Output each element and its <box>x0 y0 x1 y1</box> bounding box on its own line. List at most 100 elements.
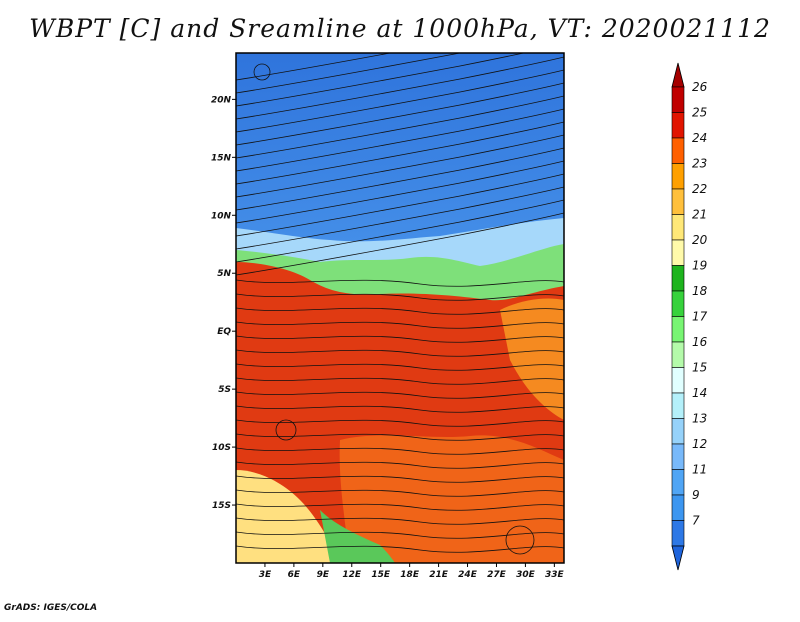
lat-tick-label: EQ <box>217 327 231 337</box>
streamline <box>236 321 564 329</box>
lat-tick-label: 15S <box>212 501 231 511</box>
streamline <box>236 517 564 525</box>
streamline <box>236 69 564 133</box>
colorbar: 26 25 24 23 22 21 20 19 18 17 16 15 14 13 12 11 9 7 <box>671 62 708 571</box>
yellow-region-southwest <box>236 470 340 563</box>
streamline <box>236 293 564 301</box>
colorbar-label: 13 <box>692 412 707 426</box>
orange-region-east <box>500 298 564 420</box>
streamline <box>236 147 564 211</box>
colorbar-top-arrow <box>671 62 685 88</box>
lat-tick-label: 15N <box>211 153 232 163</box>
colorbar-label: 22 <box>692 182 707 196</box>
streamline <box>236 503 564 511</box>
colorbar-label: 18 <box>692 284 708 298</box>
lat-tick-label: 10N <box>211 211 232 221</box>
footer-credit: GrADS: IGES/COLA <box>4 603 98 613</box>
colorbar-segment <box>671 494 685 521</box>
colorbar-segment <box>671 290 685 317</box>
streamline <box>236 405 564 413</box>
lon-tick-label: 21E <box>429 570 449 580</box>
streamline <box>236 212 564 276</box>
streamline <box>236 475 564 483</box>
colorbar-label: 25 <box>692 106 707 120</box>
streamline <box>236 186 564 250</box>
streamline <box>236 307 564 315</box>
colorbar-label: 7 <box>692 514 700 528</box>
lon-tick-label: 3E <box>259 570 272 580</box>
lon-tick-label: 30E <box>516 570 536 580</box>
lon-tick-label: 15E <box>371 570 391 580</box>
streamline <box>236 53 463 94</box>
streamline <box>236 349 564 357</box>
longitude-axis: 3E 6E 9E 12E 15E 18E 21E 24E 27E 30E 33E <box>259 563 565 580</box>
lat-tick-label: 5N <box>217 269 231 279</box>
colorbar-label: 9 <box>692 488 700 502</box>
colorbar-label: 11 <box>692 463 707 477</box>
colorbar-segment <box>671 214 685 241</box>
streamline <box>236 160 564 224</box>
colorbar-label: 14 <box>692 386 707 400</box>
streamline <box>236 53 526 107</box>
shaded-field <box>236 53 564 563</box>
lon-tick-label: 9E <box>317 570 330 580</box>
colorbar-segment <box>671 418 685 445</box>
streamline <box>236 419 564 427</box>
colorbar-segment <box>671 367 685 394</box>
colorbar-segment <box>671 188 685 215</box>
green-patch-south <box>320 510 395 563</box>
colorbar-label: 21 <box>692 208 707 222</box>
streamline <box>236 363 564 371</box>
lon-tick-label: 33E <box>545 570 565 580</box>
streamline <box>236 391 564 399</box>
colorbar-segment <box>671 341 685 368</box>
colorbar-segment <box>671 443 685 470</box>
lat-tick-label: 5S <box>218 385 231 395</box>
streamline <box>236 461 564 469</box>
streamline-vortex <box>275 419 297 441</box>
streamline <box>236 433 564 441</box>
streamline <box>236 377 564 385</box>
colorbar-label: 24 <box>692 131 707 145</box>
colorbar-label: 16 <box>692 335 708 349</box>
lon-tick-label: 24E <box>458 570 478 580</box>
colorbar-label: 19 <box>692 259 707 273</box>
streamline <box>236 108 564 172</box>
streamline <box>236 447 564 455</box>
colorbar-bottom-arrow <box>671 545 685 571</box>
streamline <box>236 545 564 553</box>
colorbar-segment <box>671 316 685 343</box>
orange-region-south <box>339 435 564 563</box>
streamline <box>236 335 564 343</box>
streamline-vortex <box>253 63 271 81</box>
colorbar-segment <box>671 520 685 547</box>
colorbar-segment <box>671 86 685 113</box>
lon-tick-label: 18E <box>400 570 420 580</box>
colorbar-segment <box>671 265 685 292</box>
lat-tick-label: 20N <box>211 95 232 105</box>
colorbar-segment <box>671 137 685 164</box>
streamline <box>236 56 564 120</box>
lon-tick-label: 12E <box>342 570 362 580</box>
streamline <box>236 531 564 539</box>
colorbar-segment <box>671 112 685 139</box>
colorbar-label: 26 <box>692 80 708 94</box>
lat-tick-label: 10S <box>212 443 231 453</box>
colorbar-segment <box>671 469 685 496</box>
streamlines <box>236 53 564 555</box>
streamline <box>236 53 393 81</box>
streamline <box>236 279 564 287</box>
streamline <box>236 82 564 146</box>
lon-tick-label: 27E <box>487 570 507 580</box>
lon-tick-label: 6E <box>288 570 301 580</box>
streamline <box>236 489 564 497</box>
colorbar-label: 23 <box>692 157 707 171</box>
streamline <box>236 121 564 185</box>
streamline <box>236 173 564 237</box>
streamline <box>236 134 564 198</box>
map-frame <box>235 52 565 564</box>
colorbar-segment <box>671 239 685 266</box>
colorbar-label: 12 <box>692 437 707 451</box>
